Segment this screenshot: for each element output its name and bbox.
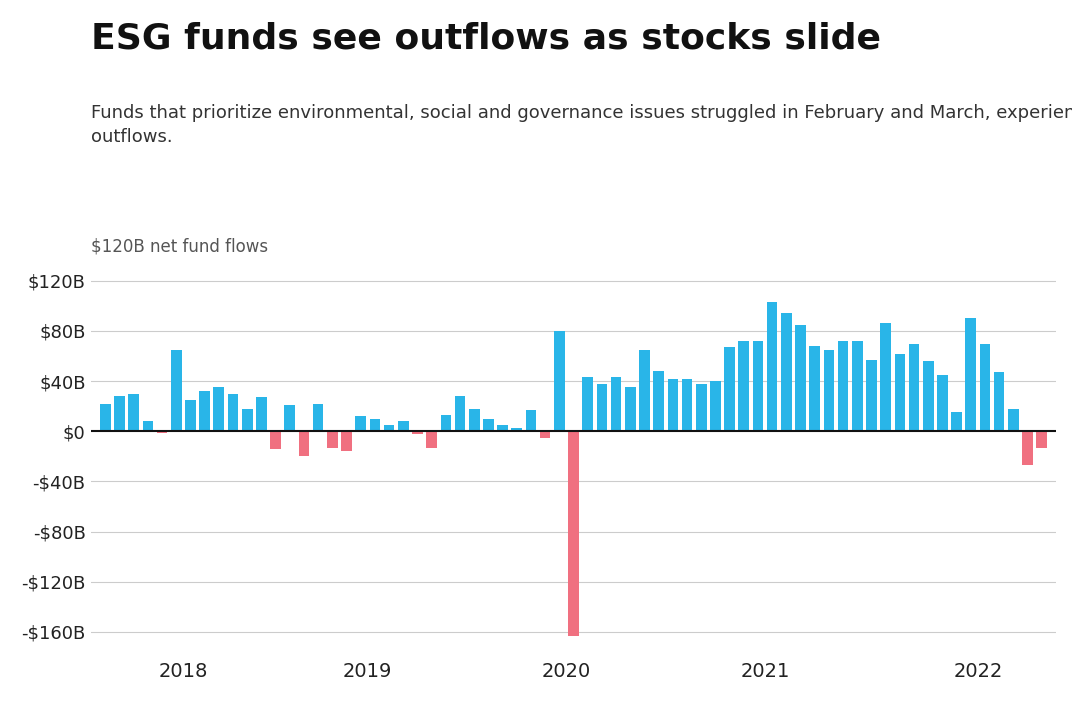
Bar [213, 388, 224, 431]
Bar [356, 416, 366, 431]
Bar [441, 415, 451, 431]
Text: $120B net fund flows: $120B net fund flows [91, 238, 268, 256]
Bar [227, 394, 238, 431]
Bar [937, 375, 948, 431]
Bar [115, 396, 124, 431]
Bar [525, 410, 536, 431]
Bar [185, 400, 196, 431]
Bar [284, 405, 295, 431]
Bar [909, 343, 920, 431]
Bar [242, 409, 253, 431]
Bar [270, 431, 281, 449]
Bar [766, 302, 777, 431]
Bar [199, 391, 210, 431]
Bar [468, 409, 479, 431]
Bar [129, 394, 139, 431]
Bar [809, 346, 820, 431]
Bar [923, 361, 934, 431]
Bar [682, 379, 693, 431]
Bar [753, 341, 763, 431]
Bar [1023, 431, 1032, 465]
Bar [497, 425, 508, 431]
Bar [143, 421, 153, 431]
Bar [696, 384, 706, 431]
Bar [781, 313, 791, 431]
Bar [313, 404, 324, 431]
Bar [866, 360, 877, 431]
Bar [994, 373, 1004, 431]
Bar [710, 381, 720, 431]
Bar [582, 378, 593, 431]
Bar [370, 419, 381, 431]
Bar [625, 388, 636, 431]
Bar [668, 379, 679, 431]
Bar [299, 431, 309, 456]
Bar [554, 331, 565, 431]
Bar [157, 431, 167, 433]
Bar [455, 396, 465, 431]
Bar [1037, 431, 1047, 448]
Bar [100, 404, 110, 431]
Bar [823, 350, 834, 431]
Bar [327, 431, 338, 448]
Bar [412, 431, 422, 434]
Bar [951, 413, 962, 431]
Bar [966, 318, 977, 431]
Bar [256, 398, 267, 431]
Bar [568, 431, 579, 636]
Text: ESG funds see outflows as stocks slide: ESG funds see outflows as stocks slide [91, 21, 881, 56]
Bar [653, 371, 664, 431]
Bar [611, 378, 622, 431]
Bar [540, 431, 550, 438]
Bar [398, 421, 408, 431]
Bar [739, 341, 749, 431]
Bar [341, 431, 352, 451]
Bar [725, 347, 735, 431]
Bar [639, 350, 650, 431]
Bar [795, 325, 806, 431]
Text: Funds that prioritize environmental, social and governance issues struggled in F: Funds that prioritize environmental, soc… [91, 104, 1072, 146]
Bar [980, 343, 991, 431]
Bar [427, 431, 437, 448]
Bar [511, 428, 522, 431]
Bar [880, 323, 891, 431]
Bar [838, 341, 848, 431]
Bar [894, 353, 905, 431]
Bar [597, 384, 607, 431]
Bar [852, 341, 863, 431]
Bar [1008, 409, 1018, 431]
Bar [170, 350, 181, 431]
Bar [483, 419, 494, 431]
Bar [384, 425, 394, 431]
